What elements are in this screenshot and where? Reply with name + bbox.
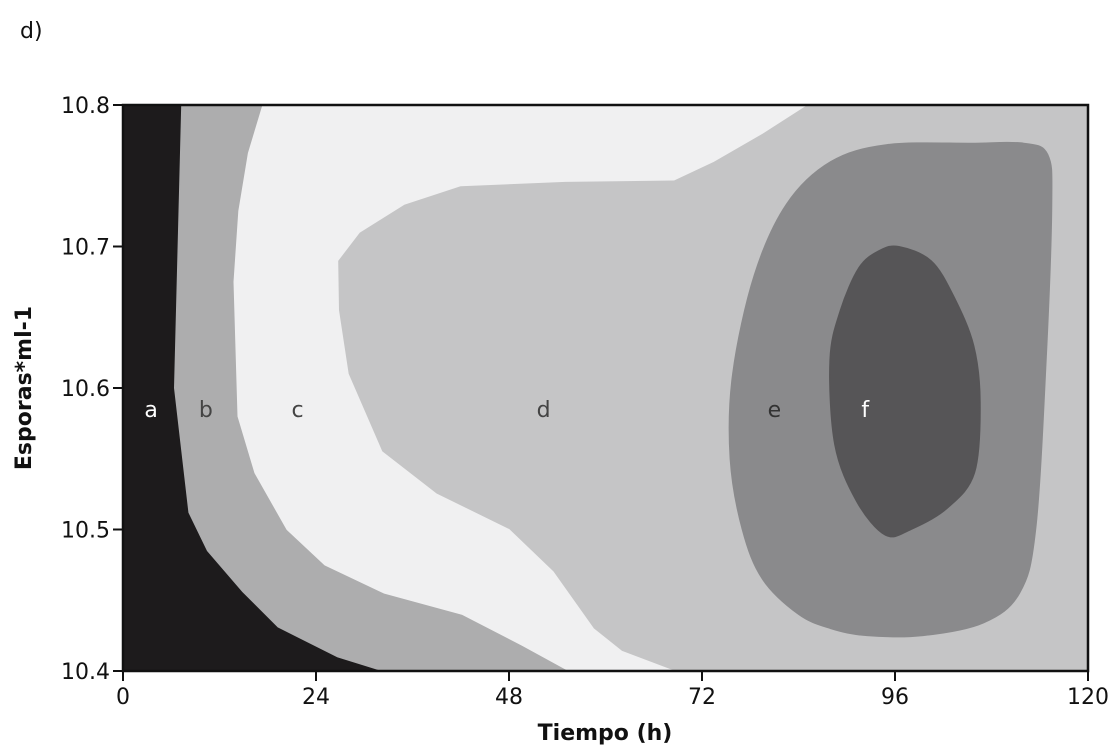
y-tick-label: 10.6 (61, 377, 110, 402)
x-tick-label: 96 (881, 685, 909, 710)
y-axis: 10.4 10.5 10.6 10.7 10.8 (61, 94, 123, 685)
region-label-a: a (144, 398, 157, 423)
plot-area: a b c d e f (121, 103, 1090, 673)
y-tick-label: 10.7 (61, 236, 110, 261)
x-tick-label: 24 (302, 685, 330, 710)
contour-region-c (233, 104, 807, 672)
region-label-e: e (768, 398, 782, 423)
region-label-d: d (537, 398, 551, 423)
x-tick-label: 72 (688, 685, 716, 710)
x-tick-label: 120 (1067, 685, 1109, 710)
y-tick-label: 10.5 (61, 519, 110, 544)
y-tick-label: 10.4 (61, 660, 110, 685)
y-ticks: 10.4 10.5 10.6 10.7 10.8 (61, 94, 123, 685)
region-label-c: c (291, 398, 303, 423)
x-axis-title: Tiempo (h) (538, 721, 673, 746)
contour-regions (122, 104, 1089, 672)
x-ticks: 0 24 48 72 96 120 (116, 671, 1109, 710)
contour-region-f (829, 245, 981, 538)
region-label-f: f (861, 398, 870, 423)
x-tick-label: 0 (116, 685, 130, 710)
region-labels: a b c d e f (144, 398, 870, 423)
region-label-b: b (199, 398, 213, 423)
y-axis-title: Esporas*ml-1 (12, 306, 37, 470)
y-tick-label: 10.8 (61, 94, 110, 119)
panel-label: d) (20, 19, 43, 44)
x-tick-label: 48 (495, 685, 523, 710)
x-axis: 0 24 48 72 96 120 (116, 671, 1109, 710)
